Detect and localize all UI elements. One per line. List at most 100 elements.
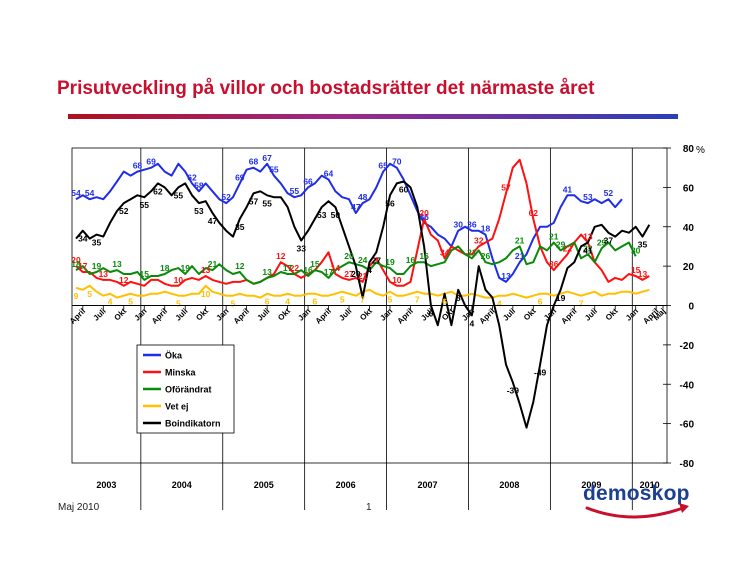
x-tick-label: April <box>478 307 497 326</box>
data-label: 60 <box>399 184 409 194</box>
data-label: 13 <box>638 269 648 279</box>
data-label: 30 <box>631 245 641 255</box>
demoskop-logo: demoskop <box>583 482 703 522</box>
legend-label: Vet ej <box>165 402 189 412</box>
data-label: 68 <box>133 161 143 171</box>
x-tick-label: Okt <box>276 306 292 322</box>
data-label: 15 <box>140 269 150 279</box>
data-label: 26 <box>481 251 491 261</box>
data-label: 36 <box>549 259 559 269</box>
logo-swoosh-icon <box>585 503 689 519</box>
legend-label: Boindikatorn <box>165 419 221 429</box>
year-label: 2009 <box>581 480 601 490</box>
x-tick-label: April <box>150 307 169 326</box>
data-label: 5 <box>340 295 345 305</box>
x-tick-label: Okt <box>522 306 538 322</box>
y-tick-label: 80 <box>683 144 695 155</box>
data-label: 48 <box>358 192 368 202</box>
data-label: 21 <box>358 271 368 281</box>
data-label: 58 <box>194 180 204 190</box>
x-tick-label: Okt <box>194 306 210 322</box>
page-number: 1 <box>366 502 372 513</box>
data-label: 55 <box>140 200 150 210</box>
data-label: 13 <box>99 269 109 279</box>
series-line <box>75 162 623 283</box>
data-label: 25 <box>638 0 648 2</box>
data-label: 21 <box>549 232 559 242</box>
data-label: 50 <box>331 210 341 220</box>
y-unit-label: % <box>696 145 705 156</box>
data-label: 47 <box>351 202 361 212</box>
x-tick-label: Okt <box>604 306 620 322</box>
data-label: 17 <box>283 263 293 273</box>
data-label: 66 <box>303 176 313 186</box>
data-label: 18 <box>160 263 170 273</box>
data-label: 4 <box>470 318 475 328</box>
data-label: 56 <box>419 212 429 222</box>
data-label: 52 <box>604 188 614 198</box>
data-label: 6 <box>661 0 666 2</box>
data-label: 4 <box>285 297 290 307</box>
x-tick-label: Jan <box>542 306 558 322</box>
data-label: 16 <box>419 251 429 261</box>
data-label: 41 <box>583 246 593 256</box>
data-label: 4 <box>108 297 113 307</box>
data-label: 7 <box>415 295 420 305</box>
data-label: 68 <box>249 157 259 167</box>
data-label: 20 <box>71 255 81 265</box>
data-label: 13 <box>201 265 211 275</box>
data-label: 5 <box>128 297 133 307</box>
data-label: 8 <box>654 0 659 2</box>
data-label: 19 <box>180 263 190 273</box>
data-label: 15 <box>631 265 641 275</box>
x-tick-label: Juli <box>255 307 271 323</box>
data-label: 5 <box>176 299 181 309</box>
data-label: 18 <box>71 259 81 269</box>
data-label: 19 <box>92 261 102 271</box>
legend-label: Öka <box>165 351 183 361</box>
data-label: 12 <box>235 261 245 271</box>
data-label: 29 <box>658 0 668 2</box>
x-tick-label: Juli <box>174 307 190 323</box>
data-label: 4 <box>367 265 372 275</box>
data-label: 37 <box>604 236 614 246</box>
data-label: 62 <box>529 208 539 218</box>
legend-label: Minska <box>165 368 197 378</box>
y-tick-label: -80 <box>680 459 695 470</box>
data-label: 12 <box>276 251 286 261</box>
data-label: 17 <box>324 267 334 277</box>
x-tick-label: Jan <box>378 306 394 322</box>
data-label: 67 <box>262 153 272 163</box>
data-label: 16 <box>303 265 313 275</box>
data-label: -39 <box>507 385 520 395</box>
data-label: 10 <box>174 275 184 285</box>
data-label: 10 <box>392 275 402 285</box>
data-label: 16 <box>406 255 416 265</box>
year-gridlines <box>140 148 633 510</box>
data-label: 21 <box>515 251 525 261</box>
data-label: 19 <box>556 293 566 303</box>
x-tick-label: Juli <box>583 307 599 323</box>
data-label: 54 <box>631 0 641 2</box>
x-tick-label: Jan <box>133 306 149 322</box>
x-tick-label: April <box>68 307 87 326</box>
data-label: 6 <box>265 297 270 307</box>
data-label: 6 <box>313 297 318 307</box>
x-tick-label: Okt <box>112 306 128 322</box>
data-label: 20 <box>351 269 361 279</box>
y-tick-label: 60 <box>683 183 695 194</box>
data-label: 52 <box>221 192 231 202</box>
y-tick-label: 20 <box>683 262 695 273</box>
data-label: 65 <box>378 161 388 171</box>
data-label: 53 <box>583 192 593 202</box>
data-label: 14 <box>331 263 341 273</box>
data-label: 70 <box>392 157 402 167</box>
data-label: 52 <box>119 206 129 216</box>
data-label: 62 <box>153 186 163 196</box>
data-label: 5 <box>231 299 236 309</box>
data-label: 9 <box>74 291 79 301</box>
data-label: 18 <box>481 224 491 234</box>
x-tick-label: Jan <box>624 306 640 322</box>
